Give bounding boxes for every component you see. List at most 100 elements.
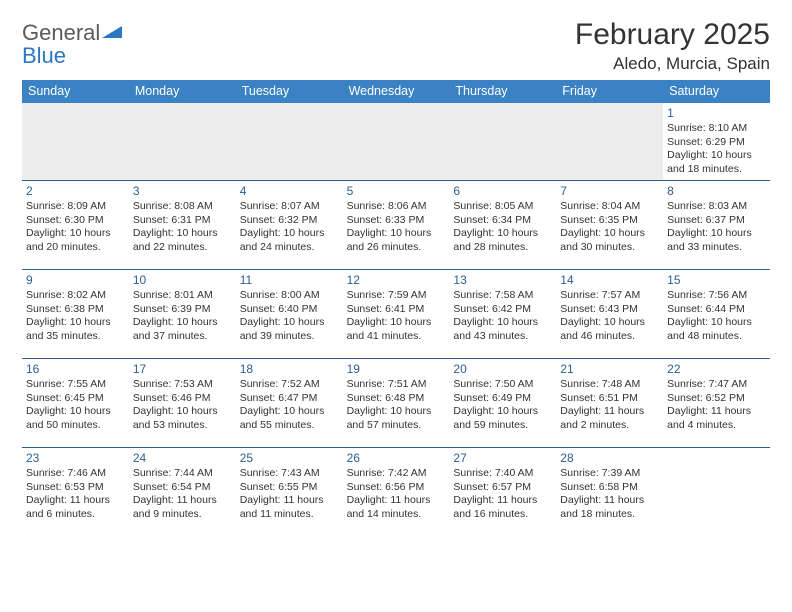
sunset-line: Sunset: 6:39 PM [133,303,232,316]
day-number: 1 [667,106,766,121]
day-cell: 5Sunrise: 8:06 AMSunset: 6:33 PMDaylight… [343,181,450,269]
logo-text-wrap: General Blue [22,22,122,68]
weeks-container: 1Sunrise: 8:10 AMSunset: 6:29 PMDaylight… [22,103,770,536]
day-cell: 17Sunrise: 7:53 AMSunset: 6:46 PMDayligh… [129,359,236,447]
location: Aledo, Murcia, Spain [575,54,770,74]
day-number: 16 [26,362,125,377]
day-cell: 21Sunrise: 7:48 AMSunset: 6:51 PMDayligh… [556,359,663,447]
day-cell: 13Sunrise: 7:58 AMSunset: 6:42 PMDayligh… [449,270,556,358]
day-cell: 23Sunrise: 7:46 AMSunset: 6:53 PMDayligh… [22,448,129,536]
day-number: 12 [347,273,446,288]
day-number: 10 [133,273,232,288]
empty-cell [449,103,556,180]
daylight-line: Daylight: 10 hours and 53 minutes. [133,405,232,432]
sunrise-line: Sunrise: 8:05 AM [453,200,552,213]
daylight-line: Daylight: 10 hours and 59 minutes. [453,405,552,432]
weekday-friday: Friday [556,80,663,103]
day-number: 17 [133,362,232,377]
sunrise-line: Sunrise: 8:09 AM [26,200,125,213]
sunrise-line: Sunrise: 7:42 AM [347,467,446,480]
day-number: 18 [240,362,339,377]
weekday-thursday: Thursday [449,80,556,103]
sunrise-line: Sunrise: 7:43 AM [240,467,339,480]
week-row: 23Sunrise: 7:46 AMSunset: 6:53 PMDayligh… [22,447,770,536]
day-cell: 24Sunrise: 7:44 AMSunset: 6:54 PMDayligh… [129,448,236,536]
daylight-line: Daylight: 10 hours and 22 minutes. [133,227,232,254]
day-cell: 15Sunrise: 7:56 AMSunset: 6:44 PMDayligh… [663,270,770,358]
daylight-line: Daylight: 10 hours and 33 minutes. [667,227,766,254]
daylight-line: Daylight: 10 hours and 18 minutes. [667,149,766,176]
day-number: 7 [560,184,659,199]
day-cell: 7Sunrise: 8:04 AMSunset: 6:35 PMDaylight… [556,181,663,269]
empty-cell [663,448,770,536]
sunset-line: Sunset: 6:57 PM [453,481,552,494]
day-cell: 16Sunrise: 7:55 AMSunset: 6:45 PMDayligh… [22,359,129,447]
day-cell: 6Sunrise: 8:05 AMSunset: 6:34 PMDaylight… [449,181,556,269]
empty-cell [556,103,663,180]
sunrise-line: Sunrise: 7:56 AM [667,289,766,302]
sunrise-line: Sunrise: 7:51 AM [347,378,446,391]
sunset-line: Sunset: 6:54 PM [133,481,232,494]
day-cell: 26Sunrise: 7:42 AMSunset: 6:56 PMDayligh… [343,448,450,536]
weekday-monday: Monday [129,80,236,103]
sunset-line: Sunset: 6:52 PM [667,392,766,405]
sunrise-line: Sunrise: 7:58 AM [453,289,552,302]
sunset-line: Sunset: 6:48 PM [347,392,446,405]
day-cell: 14Sunrise: 7:57 AMSunset: 6:43 PMDayligh… [556,270,663,358]
logo: General Blue [22,18,122,68]
sunrise-line: Sunrise: 7:59 AM [347,289,446,302]
sunset-line: Sunset: 6:49 PM [453,392,552,405]
day-cell: 18Sunrise: 7:52 AMSunset: 6:47 PMDayligh… [236,359,343,447]
sunset-line: Sunset: 6:37 PM [667,214,766,227]
weekday-sunday: Sunday [22,80,129,103]
sunset-line: Sunset: 6:34 PM [453,214,552,227]
day-cell: 22Sunrise: 7:47 AMSunset: 6:52 PMDayligh… [663,359,770,447]
daylight-line: Daylight: 10 hours and 24 minutes. [240,227,339,254]
sunset-line: Sunset: 6:30 PM [26,214,125,227]
day-cell: 3Sunrise: 8:08 AMSunset: 6:31 PMDaylight… [129,181,236,269]
daylight-line: Daylight: 10 hours and 37 minutes. [133,316,232,343]
daylight-line: Daylight: 11 hours and 14 minutes. [347,494,446,521]
daylight-line: Daylight: 10 hours and 55 minutes. [240,405,339,432]
day-number: 25 [240,451,339,466]
weekday-saturday: Saturday [663,80,770,103]
logo-part2: Blue [22,43,66,68]
calendar-page: General Blue February 2025 Aledo, Murcia… [0,0,792,536]
daylight-line: Daylight: 11 hours and 9 minutes. [133,494,232,521]
day-number: 23 [26,451,125,466]
daylight-line: Daylight: 10 hours and 26 minutes. [347,227,446,254]
daylight-line: Daylight: 11 hours and 4 minutes. [667,405,766,432]
header-row: General Blue February 2025 Aledo, Murcia… [22,18,770,74]
day-number: 14 [560,273,659,288]
sunrise-line: Sunrise: 8:06 AM [347,200,446,213]
day-cell: 28Sunrise: 7:39 AMSunset: 6:58 PMDayligh… [556,448,663,536]
day-number: 8 [667,184,766,199]
daylight-line: Daylight: 10 hours and 48 minutes. [667,316,766,343]
day-cell: 27Sunrise: 7:40 AMSunset: 6:57 PMDayligh… [449,448,556,536]
day-number: 27 [453,451,552,466]
sunrise-line: Sunrise: 7:50 AM [453,378,552,391]
daylight-line: Daylight: 11 hours and 16 minutes. [453,494,552,521]
week-row: 16Sunrise: 7:55 AMSunset: 6:45 PMDayligh… [22,358,770,447]
daylight-line: Daylight: 11 hours and 6 minutes. [26,494,125,521]
day-cell: 20Sunrise: 7:50 AMSunset: 6:49 PMDayligh… [449,359,556,447]
sunrise-line: Sunrise: 7:48 AM [560,378,659,391]
day-number: 6 [453,184,552,199]
daylight-line: Daylight: 10 hours and 41 minutes. [347,316,446,343]
day-cell: 25Sunrise: 7:43 AMSunset: 6:55 PMDayligh… [236,448,343,536]
daylight-line: Daylight: 10 hours and 50 minutes. [26,405,125,432]
daylight-line: Daylight: 10 hours and 30 minutes. [560,227,659,254]
sunset-line: Sunset: 6:56 PM [347,481,446,494]
day-cell: 1Sunrise: 8:10 AMSunset: 6:29 PMDaylight… [663,103,770,180]
sunrise-line: Sunrise: 7:46 AM [26,467,125,480]
day-number: 2 [26,184,125,199]
day-cell: 4Sunrise: 8:07 AMSunset: 6:32 PMDaylight… [236,181,343,269]
day-cell: 2Sunrise: 8:09 AMSunset: 6:30 PMDaylight… [22,181,129,269]
daylight-line: Daylight: 11 hours and 2 minutes. [560,405,659,432]
sunset-line: Sunset: 6:45 PM [26,392,125,405]
day-number: 11 [240,273,339,288]
sunrise-line: Sunrise: 7:55 AM [26,378,125,391]
sunset-line: Sunset: 6:40 PM [240,303,339,316]
day-cell: 8Sunrise: 8:03 AMSunset: 6:37 PMDaylight… [663,181,770,269]
day-number: 19 [347,362,446,377]
